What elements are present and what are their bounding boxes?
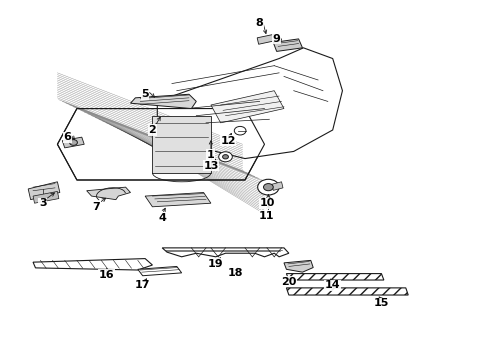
Text: 8: 8 bbox=[256, 18, 264, 28]
Text: 5: 5 bbox=[141, 89, 149, 99]
Polygon shape bbox=[138, 266, 182, 276]
Polygon shape bbox=[211, 91, 284, 123]
Polygon shape bbox=[272, 182, 283, 190]
Polygon shape bbox=[33, 192, 59, 203]
Text: 6: 6 bbox=[63, 132, 71, 142]
Text: 9: 9 bbox=[273, 34, 281, 44]
Polygon shape bbox=[130, 94, 196, 109]
Text: 3: 3 bbox=[39, 198, 47, 208]
Text: 15: 15 bbox=[374, 298, 389, 308]
Polygon shape bbox=[287, 274, 384, 280]
Text: 13: 13 bbox=[203, 161, 219, 171]
Text: 16: 16 bbox=[98, 270, 114, 280]
Polygon shape bbox=[87, 187, 130, 200]
Text: 4: 4 bbox=[158, 212, 166, 222]
Text: 7: 7 bbox=[93, 202, 100, 212]
Polygon shape bbox=[157, 48, 343, 158]
Polygon shape bbox=[257, 34, 275, 44]
Text: 19: 19 bbox=[208, 259, 223, 269]
Polygon shape bbox=[62, 137, 84, 148]
Circle shape bbox=[264, 184, 273, 191]
Circle shape bbox=[70, 140, 77, 145]
Polygon shape bbox=[162, 248, 289, 257]
Polygon shape bbox=[57, 109, 265, 180]
Circle shape bbox=[258, 179, 279, 195]
Text: 20: 20 bbox=[281, 277, 296, 287]
Text: 2: 2 bbox=[148, 125, 156, 135]
Polygon shape bbox=[28, 182, 60, 200]
Text: 18: 18 bbox=[227, 268, 243, 278]
Polygon shape bbox=[152, 116, 211, 173]
Polygon shape bbox=[284, 260, 313, 272]
Polygon shape bbox=[273, 39, 302, 51]
Text: 17: 17 bbox=[135, 280, 150, 291]
Text: 11: 11 bbox=[259, 211, 275, 221]
Text: 12: 12 bbox=[220, 136, 236, 146]
Circle shape bbox=[219, 152, 232, 162]
Circle shape bbox=[222, 155, 228, 159]
Text: 1: 1 bbox=[207, 150, 215, 160]
Polygon shape bbox=[287, 288, 408, 295]
Circle shape bbox=[234, 126, 246, 135]
Polygon shape bbox=[145, 193, 211, 207]
Text: 10: 10 bbox=[259, 198, 274, 208]
Text: 14: 14 bbox=[325, 280, 341, 291]
Polygon shape bbox=[33, 258, 152, 270]
